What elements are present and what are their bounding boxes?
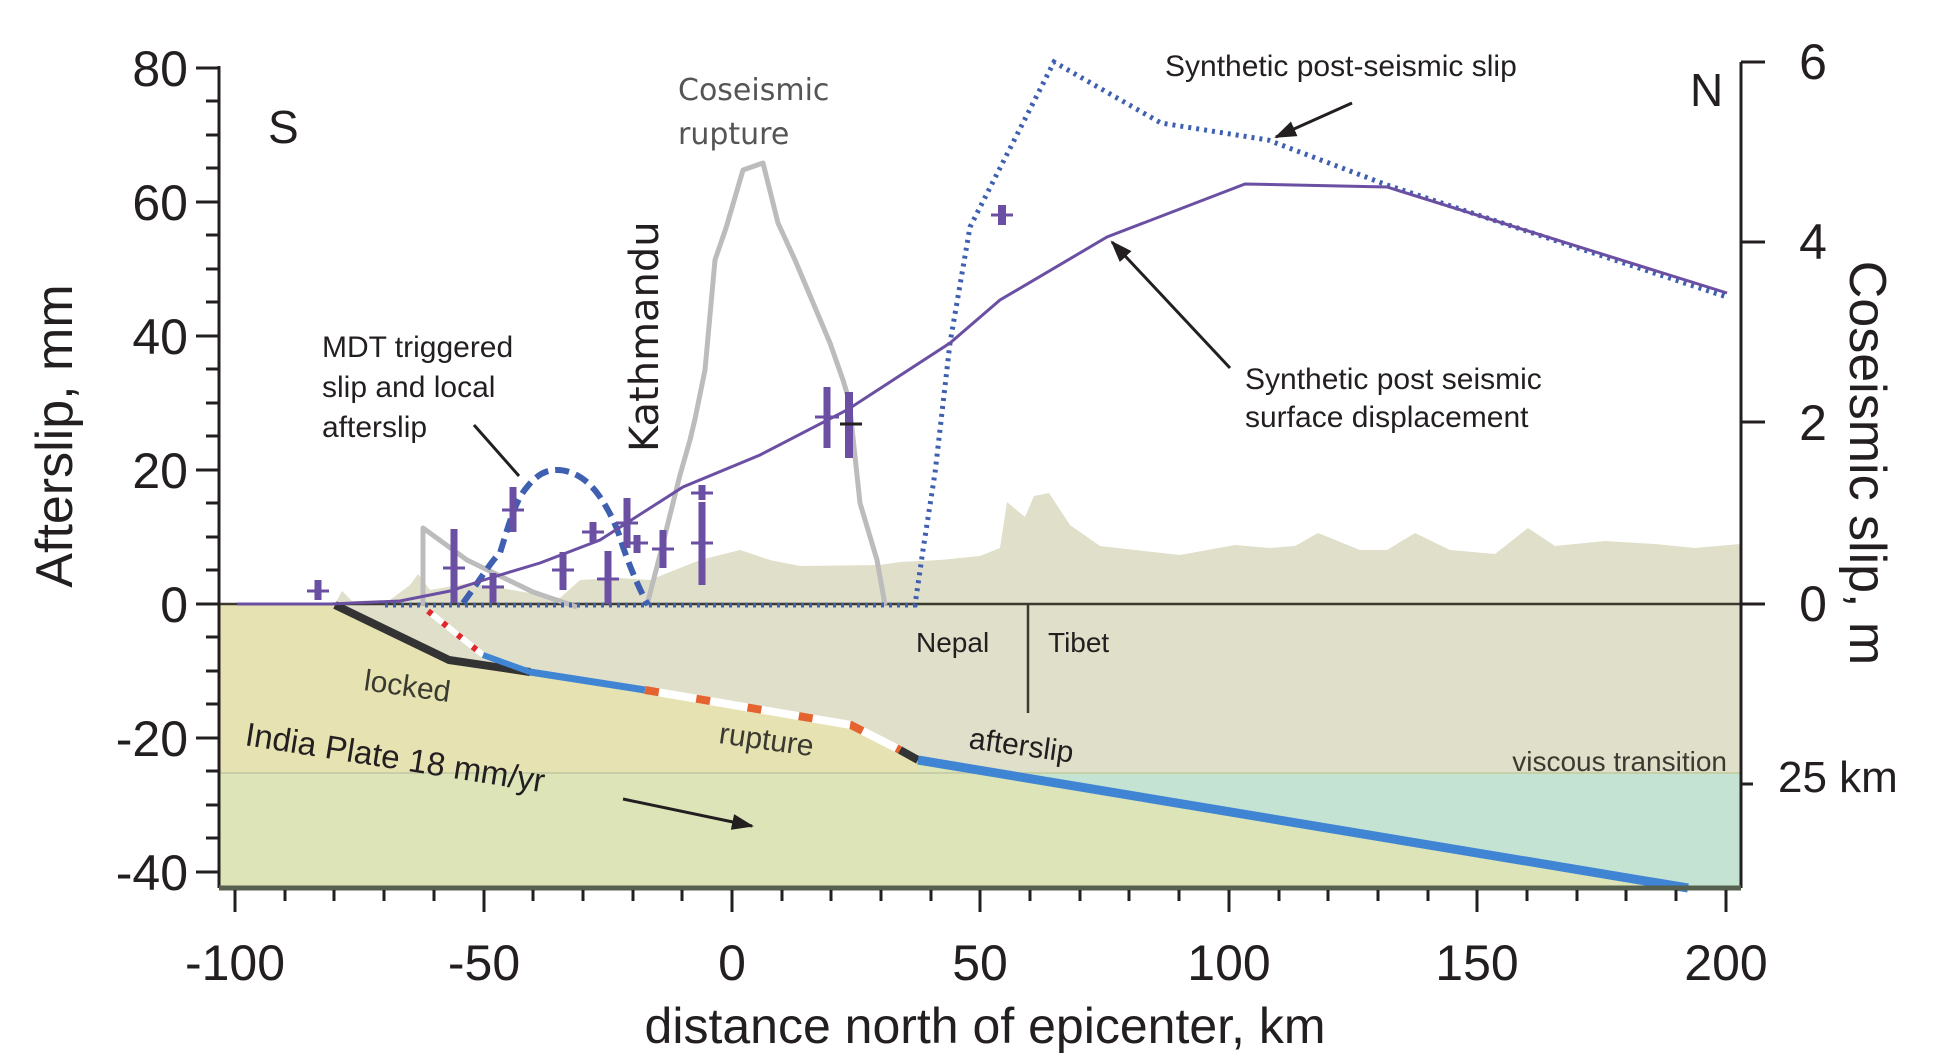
ytick-right-label: 0 (1799, 576, 1827, 632)
observation-point (307, 580, 329, 600)
fault-deep-creep (917, 755, 1689, 893)
observation-point (597, 551, 619, 604)
xtick-label: 50 (952, 935, 1008, 991)
observation-point (616, 498, 638, 548)
observation-point (552, 552, 574, 590)
xtick-label: -100 (185, 935, 285, 991)
x-tick-labels: -100 -50 0 50 100 150 200 (185, 935, 1768, 991)
ytick-label: 80 (132, 41, 188, 97)
mdt-label-line1: MDT triggered (322, 331, 513, 364)
ytick-label: 20 (132, 443, 188, 499)
left-y-tick-labels: 80 60 40 20 0 -20 -40 (116, 41, 188, 901)
mdt-label-line3: afterslip (322, 411, 427, 444)
synthetic-displacement-label-line2: surface displacement (1245, 401, 1529, 434)
xtick-label: 0 (718, 935, 746, 991)
coseismic-label-line2: rupture (678, 117, 789, 152)
depth-tick-label: 25 km (1778, 753, 1898, 802)
synthetic-displacement-arrow (1110, 240, 1232, 370)
fault-locked-segment (333, 601, 531, 676)
coseismic-label-line1: Coseismic (678, 73, 829, 108)
fault-splay-red (426, 608, 485, 658)
ytick-label: 60 (132, 175, 188, 231)
observation-point (840, 392, 862, 458)
observation-point (991, 205, 1013, 225)
observation-point (691, 502, 713, 585)
topography-profile (335, 493, 1740, 604)
gps-observations (307, 205, 1013, 604)
tibet-label: Tibet (1048, 627, 1109, 658)
left-y-axis (196, 66, 221, 888)
viscous-transition-label: viscous transition (1512, 746, 1727, 777)
observation-point (482, 573, 504, 603)
ytick-right-label: 6 (1799, 34, 1827, 90)
xtick-label: -50 (448, 935, 520, 991)
coseismic-rupture-peak (644, 160, 888, 606)
synthetic-slip-arrow (1274, 101, 1353, 139)
synthetic-displacement-line (237, 182, 1728, 606)
synthetic-displacement-label-line1: Synthetic post seismic (1245, 363, 1542, 396)
kathmandu-label: Kathmandu (622, 221, 668, 452)
north-label: N (1690, 64, 1723, 116)
right-y-axis-label: Coseismic slip, m (1838, 261, 1896, 666)
fault-afterslip-black (898, 746, 920, 764)
ytick-right-label: 2 (1799, 395, 1827, 451)
right-y-axis (1739, 60, 1765, 888)
xtick-label: 100 (1187, 935, 1270, 991)
synthetic-slip-line (385, 58, 1728, 608)
mdt-label-line2: slip and local (322, 371, 495, 404)
ytick-label: 0 (160, 577, 188, 633)
india-plate-upper-region (219, 604, 918, 773)
ytick-label: 40 (132, 309, 188, 365)
observation-point (443, 529, 465, 603)
fault-trace (333, 601, 1689, 893)
ytick-label: -20 (116, 711, 188, 767)
observation-point (815, 387, 839, 448)
south-label: S (268, 101, 299, 153)
right-y-tick-labels: 6 4 2 0 (1799, 34, 1827, 632)
ytick-right-label: 4 (1799, 214, 1827, 270)
synthetic-slip-label: Synthetic post-seismic slip (1165, 50, 1517, 83)
x-axis (219, 885, 1741, 912)
fault-splay-blue (481, 652, 532, 675)
observation-point (652, 530, 674, 568)
ytick-label: -40 (116, 845, 188, 901)
mdt-leader-line (472, 424, 521, 477)
fault-creep-segment (529, 668, 646, 694)
observation-point (691, 485, 713, 500)
observation-point (626, 535, 648, 553)
fault-rupture-segment (644, 686, 902, 754)
x-axis-label: distance north of epicenter, km (645, 998, 1326, 1053)
observation-point (582, 522, 604, 542)
xtick-label: 150 (1435, 935, 1518, 991)
nepal-label: Nepal (916, 627, 989, 658)
mdt-slip-curve (460, 466, 651, 607)
observation-point (502, 487, 524, 532)
india-plate-arrow (622, 797, 754, 830)
coseismic-rupture-line (420, 525, 578, 610)
y-axis-label: Afterslip, mm (26, 284, 84, 587)
xtick-label: 200 (1684, 935, 1767, 991)
